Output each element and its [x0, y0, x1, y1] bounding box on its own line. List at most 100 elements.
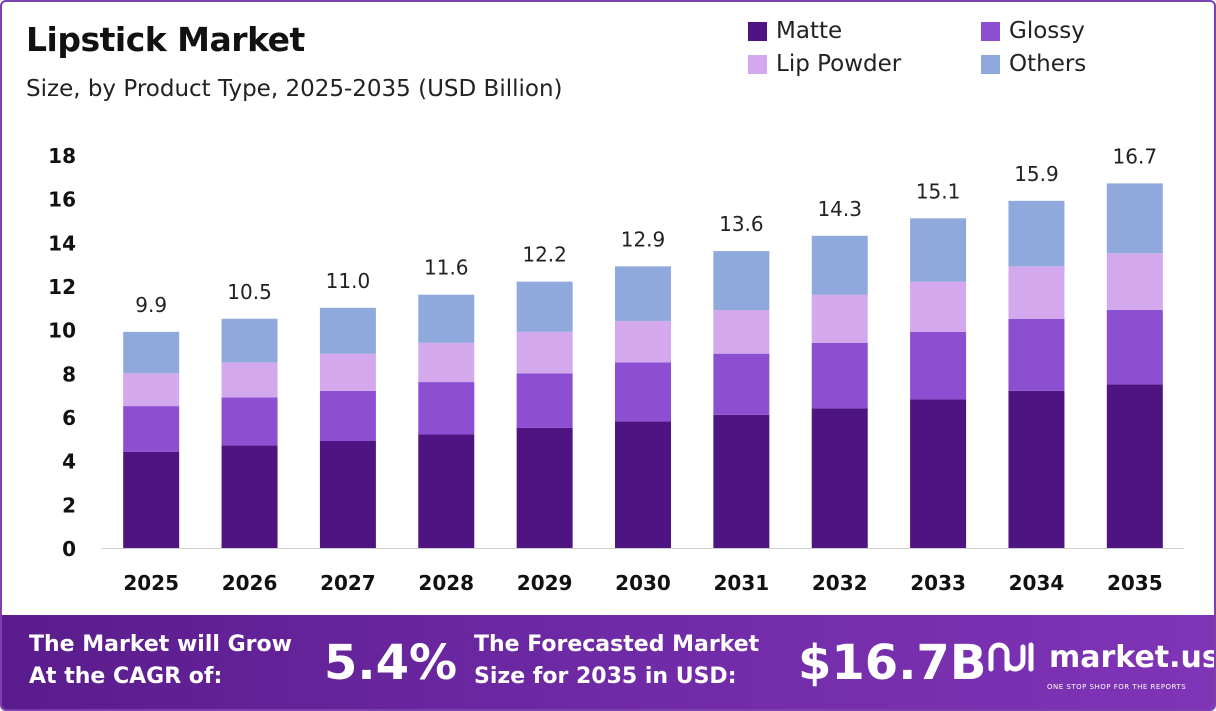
- bar-segment-glossy: [123, 406, 180, 452]
- bar-segment-glossy: [615, 362, 671, 422]
- bar-segment-glossy: [1106, 310, 1163, 385]
- y-tick-label: 4: [62, 450, 76, 474]
- bar-total-label: 13.6: [719, 212, 764, 236]
- legend-label-glossy: Glossy: [1009, 18, 1085, 44]
- bar-segment-others: [319, 307, 376, 354]
- bar-total-label: 12.2: [522, 243, 567, 267]
- bar-segment-glossy: [910, 331, 967, 400]
- bar-segment-lip-powder: [811, 294, 868, 343]
- y-tick-label: 10: [48, 319, 76, 343]
- bar-segment-glossy: [221, 397, 278, 446]
- bar-total-label: 14.3: [817, 197, 862, 221]
- x-tick-label: 2027: [320, 571, 376, 595]
- bar-segment-others: [221, 318, 278, 363]
- x-tick-label: 2028: [418, 571, 474, 595]
- y-tick-label: 8: [62, 362, 76, 386]
- bar-segment-lip-powder: [516, 331, 573, 374]
- legend-item-lip-powder: Lip Powder: [748, 51, 901, 77]
- legend-label-lip-powder: Lip Powder: [776, 51, 902, 77]
- brand-name: market.us: [1049, 639, 1216, 675]
- x-tick-label: 2026: [222, 571, 278, 595]
- y-tick-label: 0: [62, 537, 76, 561]
- cagr-value: 5.4%: [324, 635, 458, 691]
- bar-total-label: 16.7: [1113, 144, 1158, 168]
- bar-segment-matte: [221, 445, 278, 548]
- chart-subtitle: Size, by Product Type, 2025-2035 (USD Bi…: [26, 76, 563, 102]
- forecast-label: The Forecasted Market Size for 2035 in U…: [474, 629, 759, 693]
- bar-segment-others: [1008, 200, 1065, 267]
- bar-segment-matte: [811, 408, 868, 548]
- legend-label-others: Others: [1009, 51, 1087, 77]
- bar-segment-others: [811, 235, 868, 295]
- forecast-value: $16.7B: [798, 635, 987, 691]
- legend-swatch-glossy: [981, 21, 1000, 41]
- bar-segment-others: [713, 251, 770, 311]
- bar-segment-lip-powder: [221, 362, 278, 398]
- bar-segment-lip-powder: [1106, 253, 1163, 311]
- x-tick-label: 2031: [714, 571, 770, 595]
- y-tick-label: 6: [62, 406, 76, 430]
- legend-item-matte: Matte: [748, 18, 842, 44]
- x-tick-label: 2035: [1107, 571, 1163, 595]
- bar-segment-matte: [418, 434, 475, 548]
- bar-total-label: 15.1: [916, 179, 961, 203]
- bar-segment-matte: [1106, 384, 1163, 548]
- legend-item-others: Others: [981, 51, 1086, 77]
- bar-segment-lip-powder: [910, 281, 967, 332]
- bar-segment-glossy: [516, 373, 573, 428]
- bar-segment-matte: [123, 451, 180, 548]
- bar-segment-glossy: [319, 390, 376, 442]
- legend-swatch-matte: [748, 21, 767, 41]
- x-tick-label: 2032: [812, 571, 868, 595]
- bar-segment-lip-powder: [713, 310, 770, 354]
- y-tick-label: 12: [48, 275, 76, 299]
- x-tick-label: 2034: [1009, 571, 1065, 595]
- x-tick-label: 2029: [517, 571, 573, 595]
- x-tick-label: 2025: [123, 571, 179, 595]
- forecast-label-line1: The Forecasted Market: [474, 632, 760, 657]
- bar-segment-lip-powder: [1008, 266, 1065, 319]
- forecast-label-line2: Size for 2035 in USD:: [474, 664, 737, 689]
- legend-swatch-lip-powder: [748, 54, 767, 74]
- cagr-label-line2: At the CAGR of:: [29, 664, 223, 689]
- bar-segment-others: [516, 281, 573, 332]
- stacked-bar-chart: 0 2 4 6 8 10 12 14 16 18 9.9 2025 10.5 2026 11.0 2027 11…: [48, 144, 1184, 595]
- bar-total-label: 12.9: [621, 227, 666, 251]
- cagr-label-line1: The Market will Grow: [29, 632, 292, 657]
- bar-segment-matte: [1008, 390, 1065, 548]
- bar-segment-lip-powder: [319, 353, 376, 391]
- legend-item-glossy: Glossy: [981, 18, 1085, 44]
- bar-total-label: 10.5: [227, 280, 272, 304]
- bar-segment-matte: [615, 421, 671, 548]
- footer-banner: The Market will Grow At the CAGR of: 5.4…: [2, 615, 1214, 709]
- cagr-label: The Market will Grow At the CAGR of:: [29, 629, 292, 693]
- x-tick-label: 2030: [615, 571, 671, 595]
- bar-segment-lip-powder: [615, 320, 671, 363]
- bar-segment-others: [910, 218, 967, 282]
- bar-total-label: 15.9: [1014, 162, 1059, 186]
- brand-tagline: ONE STOP SHOP FOR THE REPORTS: [1047, 683, 1187, 691]
- y-tick-label: 16: [48, 188, 76, 212]
- bar-segment-matte: [713, 414, 770, 548]
- bar-total-label: 11.6: [424, 256, 469, 280]
- y-tick-label: 18: [48, 144, 76, 168]
- bar-total-label: 9.9: [135, 293, 167, 317]
- chart-title: Lipstick Market: [26, 20, 305, 59]
- y-tick-label: 2: [62, 493, 76, 517]
- bar-segment-others: [1106, 183, 1163, 254]
- bar-segment-matte: [516, 427, 573, 548]
- bar-segment-glossy: [713, 353, 770, 415]
- brand-logo: market.us ONE STOP SHOP FOR THE REPORTS: [987, 639, 1216, 691]
- bar-segment-glossy: [811, 342, 868, 409]
- bar-segment-others: [615, 266, 671, 321]
- y-tick-label: 14: [48, 231, 76, 255]
- bar-segment-lip-powder: [123, 373, 180, 407]
- bar-segment-matte: [910, 399, 967, 548]
- bar-segment-glossy: [1008, 318, 1065, 391]
- legend-swatch-others: [981, 54, 1000, 74]
- bar-segment-matte: [319, 441, 376, 548]
- market-us-logo-icon: [988, 642, 1034, 672]
- bar-segment-glossy: [418, 382, 475, 435]
- x-tick-label: 2033: [910, 571, 966, 595]
